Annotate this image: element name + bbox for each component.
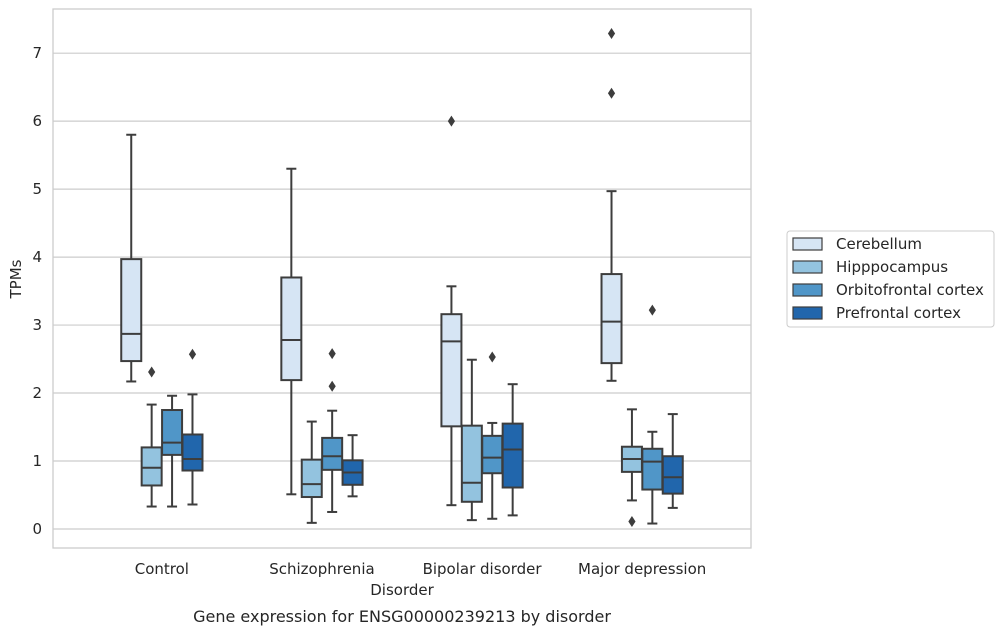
box-body — [440, 313, 463, 428]
box-1-3 — [341, 434, 364, 498]
box-body — [661, 455, 684, 495]
box-body — [140, 446, 163, 487]
x-tick-label-2: Bipolar disorder — [423, 560, 543, 578]
box-0-2 — [161, 394, 184, 508]
x-tick-label-3: Major depression — [578, 560, 706, 578]
legend-swatch-3 — [792, 306, 823, 320]
box-body — [300, 458, 323, 499]
grid-lines — [53, 52, 751, 530]
box-body — [460, 424, 483, 503]
box-2-0 — [440, 115, 463, 507]
box-body — [501, 422, 524, 489]
box-body — [161, 409, 184, 456]
box-3-3 — [661, 413, 684, 509]
box-body — [181, 433, 204, 472]
legend-swatch-2 — [792, 283, 823, 297]
box-0-0 — [120, 133, 143, 383]
box-1-2 — [321, 348, 344, 513]
x-axis-label: Disorder — [370, 581, 434, 599]
box-body — [280, 276, 303, 382]
y-tick-label-4: 4 — [32, 248, 42, 266]
legend-swatch-1 — [792, 260, 823, 274]
box-2-1 — [460, 358, 483, 522]
box-1-1 — [300, 420, 323, 524]
legend: Cerebellum Hipppocampus Orbitofrontal cort… — [786, 230, 995, 328]
y-tick-label-3: 3 — [32, 316, 42, 334]
y-tick-labels: 0 1 2 3 4 5 6 7 — [32, 44, 42, 538]
y-tick-label-2: 2 — [32, 384, 42, 402]
legend-label-2: Orbitofrontal cortex — [836, 281, 984, 299]
box-3-2 — [641, 304, 664, 525]
y-tick-label-7: 7 — [32, 44, 42, 62]
box-2-2 — [481, 351, 504, 520]
outlier-point-1 — [607, 27, 616, 39]
x-tick-labels: Control Schizophrenia Bipolar disorder Majo… — [135, 560, 707, 578]
box-2-3 — [501, 383, 524, 517]
box-body — [481, 434, 504, 475]
outlier-point-1 — [328, 348, 336, 360]
box-body — [600, 273, 623, 365]
legend-label-3: Prefrontal cortex — [836, 304, 961, 322]
y-tick-label-5: 5 — [32, 180, 42, 198]
box-body — [641, 447, 664, 491]
box-body — [120, 258, 143, 363]
outlier-point-0 — [607, 87, 616, 99]
legend-label-1: Hipppocampus — [836, 258, 948, 276]
outlier-point-0 — [148, 366, 156, 378]
y-axis-label: TPMs — [7, 259, 25, 299]
legend-label-0: Cerebellum — [836, 235, 922, 253]
box-body — [321, 436, 344, 471]
x-tick-label-1: Schizophrenia — [269, 560, 374, 578]
chart-caption: Gene expression for ENSG00000239213 by d… — [193, 607, 611, 626]
box-1-0 — [280, 167, 303, 496]
outlier-point-0 — [648, 304, 656, 316]
box-0-3 — [181, 348, 204, 506]
x-tick-label-0: Control — [135, 560, 189, 578]
y-tick-label-0: 0 — [32, 520, 42, 538]
outlier-point-0 — [447, 115, 456, 127]
boxes — [120, 27, 684, 527]
legend-swatch-0 — [792, 237, 823, 251]
box-0-1 — [140, 366, 163, 508]
box-3-0 — [600, 27, 623, 382]
legend-frame — [786, 230, 995, 328]
plot-frame — [52, 8, 752, 549]
y-tick-label-1: 1 — [32, 452, 42, 470]
outlier-point-0 — [488, 351, 496, 363]
outlier-point-0 — [628, 515, 636, 527]
y-tick-label-6: 6 — [32, 112, 42, 130]
outlier-point-0 — [328, 380, 336, 392]
outlier-point-0 — [188, 348, 197, 360]
